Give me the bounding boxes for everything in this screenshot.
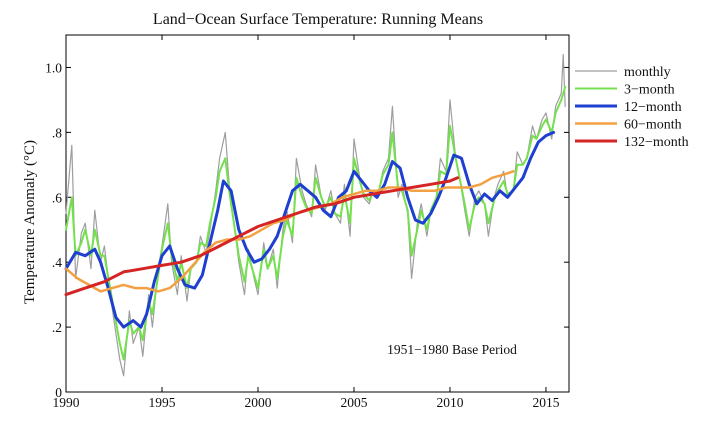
x-tick-label: 2015 [532,395,559,410]
legend-label-12-month: 12−month [624,100,682,115]
legend-label-monthly: monthly [624,65,671,80]
base-period-annotation: 1951−1980 Base Period [387,342,517,357]
legend-label-132-month: 132−month [624,135,689,150]
series-line-132-month [64,176,460,297]
y-tick-label: .6 [52,190,62,205]
y-tick-label: .8 [52,125,62,140]
y-tick-label: .4 [52,255,62,270]
y-tick-label: .2 [52,320,62,335]
chart-title: Land−Ocean Surface Temperature: Running … [153,11,483,28]
series-line-60-month [64,170,515,293]
y-axis-label: Temperature Anomaly (°C) [22,140,38,304]
x-tick-label: 1990 [53,395,80,410]
x-tick-label: 2010 [436,395,463,410]
axis-ticks: 1990 1995 2000 2005 2010 2015 0 .2 .4 .6 .8 1.0 [45,35,569,410]
legend: monthly 3−month 12−month 60−month 132−month [575,65,689,150]
legend-label-60-month: 60−month [624,118,682,133]
x-tick-label: 2005 [340,395,367,410]
legend-label-3-month: 3−month [624,83,675,98]
x-tick-label: 1995 [148,395,175,410]
y-tick-label: 0 [55,385,62,400]
series-layer [64,53,567,377]
x-tick-label: 2000 [244,395,271,410]
y-tick-label: 1.0 [45,60,62,75]
series-line-12-month [64,130,556,329]
